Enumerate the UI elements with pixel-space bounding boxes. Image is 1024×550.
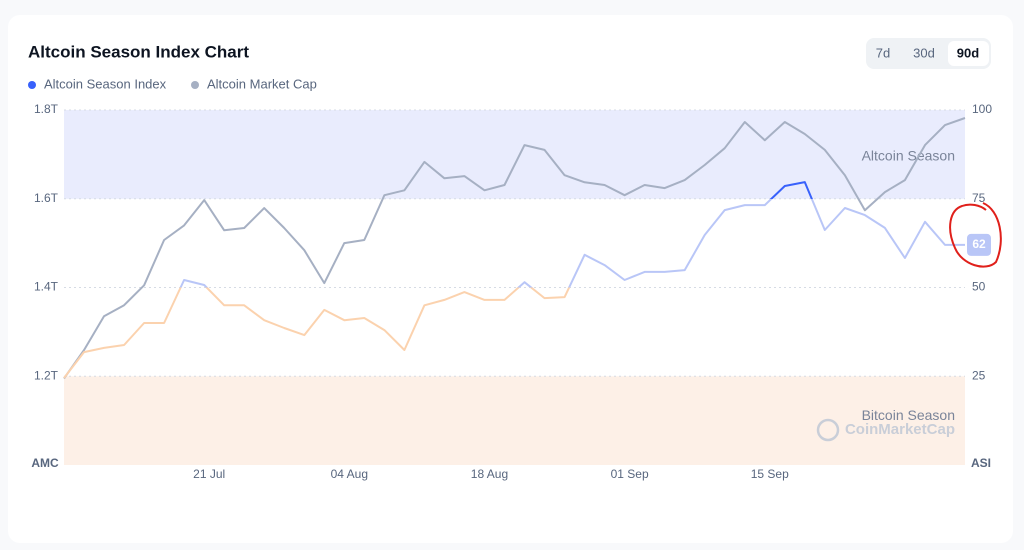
x-tick-label: 18 Aug (471, 467, 508, 481)
x-tick-label: 21 Jul (193, 467, 225, 481)
season-band (64, 110, 965, 199)
legend-dot (28, 81, 36, 89)
x-tick-label: 04 Aug (331, 467, 368, 481)
legend-label: Altcoin Season Index (44, 76, 167, 91)
y2-tick-label: 100 (972, 102, 992, 116)
range-button-active (948, 41, 989, 66)
watermark: CoinMarketCap (845, 421, 955, 438)
legend-dot (191, 81, 199, 89)
chart-title: Altcoin Season Index Chart (28, 42, 249, 61)
range-button[interactable]: 90d (957, 45, 979, 60)
y-tick-label: 1.2T (34, 368, 59, 382)
season-band (64, 376, 965, 465)
annotation-circle (949, 202, 1002, 268)
range-button[interactable]: 7d (876, 45, 890, 60)
x-tick-label: 01 Sep (611, 467, 649, 481)
y-tick-label: 1.8T (34, 102, 59, 116)
legend-label: Altcoin Market Cap (207, 76, 317, 91)
value-label: 62 (972, 237, 986, 251)
series-line (63, 117, 966, 380)
y-tick-label: 1.6T (34, 191, 59, 205)
x-tick-label: 15 Sep (751, 467, 789, 481)
y2-tick-label: 50 (972, 280, 986, 294)
y-tick-label: 1.4T (34, 280, 59, 294)
band-label: Bitcoin Season (862, 407, 955, 423)
watermark-logo (816, 418, 840, 442)
band-label: Altcoin Season (862, 147, 955, 163)
range-button[interactable]: 30d (913, 45, 935, 60)
y2-tick-label: 75 (972, 191, 986, 205)
series-line (63, 181, 965, 379)
y2-tick-label: 25 (972, 368, 986, 382)
value-badge (967, 233, 991, 256)
y-axis-label: AMC (31, 456, 59, 470)
y2-axis-label: ASI (971, 456, 991, 470)
